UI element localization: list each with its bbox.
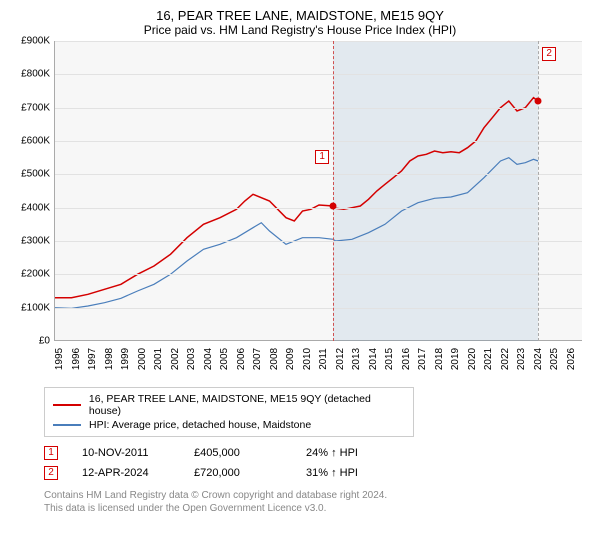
marker-box: 2 bbox=[542, 47, 556, 61]
x-tick-label: 2013 bbox=[351, 348, 362, 370]
footer-line-1: Contains HM Land Registry data © Crown c… bbox=[44, 489, 592, 502]
x-tick-label: 2008 bbox=[269, 348, 280, 370]
y-tick-label: £0 bbox=[39, 336, 50, 347]
x-tick-label: 2019 bbox=[450, 348, 461, 370]
plot-area: 12 bbox=[54, 41, 582, 341]
y-tick-label: £900K bbox=[21, 36, 50, 47]
series-hpi bbox=[55, 158, 538, 309]
x-tick-label: 2015 bbox=[384, 348, 395, 370]
legend-swatch bbox=[53, 404, 81, 406]
legend-row: HPI: Average price, detached house, Maid… bbox=[53, 418, 405, 432]
gridline bbox=[55, 308, 582, 309]
x-tick-label: 2020 bbox=[467, 348, 478, 370]
annotation-id-box: 1 bbox=[44, 446, 58, 460]
vline bbox=[538, 41, 539, 341]
x-tick-label: 1999 bbox=[120, 348, 131, 370]
y-tick-label: £300K bbox=[21, 236, 50, 247]
x-tick-label: 2001 bbox=[153, 348, 164, 370]
x-tick-label: 2004 bbox=[203, 348, 214, 370]
x-tick-label: 2005 bbox=[219, 348, 230, 370]
line-paths bbox=[55, 41, 583, 341]
x-tick-label: 2011 bbox=[318, 348, 329, 370]
x-tick-label: 2002 bbox=[170, 348, 181, 370]
gridline bbox=[55, 141, 582, 142]
y-tick-label: £200K bbox=[21, 269, 50, 280]
marker-dot bbox=[535, 98, 542, 105]
y-tick-label: £400K bbox=[21, 202, 50, 213]
annotation-id-box: 2 bbox=[44, 466, 58, 480]
x-tick-label: 2003 bbox=[186, 348, 197, 370]
y-tick-label: £800K bbox=[21, 69, 50, 80]
marker-box: 1 bbox=[315, 150, 329, 164]
x-axis: 1995 1996 1997 1998 1999 2000 2001 2002 2003 2004… bbox=[54, 343, 582, 383]
y-axis: £0£100K£200K£300K£400K£500K£600K£700K£80… bbox=[8, 41, 54, 341]
annotation-row: 1 10-NOV-2011 £405,000 24% ↑ HPI bbox=[44, 443, 592, 463]
x-tick-label: 2022 bbox=[500, 348, 511, 370]
y-tick-label: £600K bbox=[21, 136, 50, 147]
chart-title: 16, PEAR TREE LANE, MAIDSTONE, ME15 9QY bbox=[8, 4, 592, 23]
x-tick-label: 2014 bbox=[368, 348, 379, 370]
chart-area: £0 £100K £200K £300K £400K £500K £600K £700K £80… bbox=[8, 41, 592, 381]
marker-dot bbox=[330, 203, 337, 210]
chart-subtitle: Price paid vs. HM Land Registry's House … bbox=[8, 23, 592, 37]
x-tick-label: 2016 bbox=[401, 348, 412, 370]
y-tick-label: £500K bbox=[21, 169, 50, 180]
gridline bbox=[55, 174, 582, 175]
x-tick-label: 2010 bbox=[302, 348, 313, 370]
y-tick-label: £700K bbox=[21, 102, 50, 113]
x-tick-label: 2026 bbox=[566, 348, 577, 370]
annotation-row: 2 12-APR-2024 £720,000 31% ↑ HPI bbox=[44, 463, 592, 483]
annotation-delta: 31% ↑ HPI bbox=[306, 467, 394, 479]
gridline bbox=[55, 74, 582, 75]
annotation-date: 12-APR-2024 bbox=[82, 467, 170, 479]
annotation-table: 1 10-NOV-2011 £405,000 24% ↑ HPI 2 12-APR-202… bbox=[44, 443, 592, 483]
x-tick-label: 2025 bbox=[549, 348, 560, 370]
x-tick-label: 2000 bbox=[137, 348, 148, 370]
gridline bbox=[55, 241, 582, 242]
footer: Contains HM Land Registry data © Crown c… bbox=[44, 489, 592, 515]
x-tick-label: 2021 bbox=[483, 348, 494, 370]
x-tick-label: 1998 bbox=[104, 348, 115, 370]
annotation-date: 10-NOV-2011 bbox=[82, 447, 170, 459]
x-tick-label: 2012 bbox=[335, 348, 346, 370]
x-tick-label: 2007 bbox=[252, 348, 263, 370]
legend-label: HPI: Average price, detached house, Maid… bbox=[89, 419, 311, 431]
x-tick-label: 2017 bbox=[417, 348, 428, 370]
annotation-delta: 24% ↑ HPI bbox=[306, 447, 394, 459]
x-tick-label: 2006 bbox=[236, 348, 247, 370]
x-tick-label: 1997 bbox=[87, 348, 98, 370]
legend: 16, PEAR TREE LANE, MAIDSTONE, ME15 9QY … bbox=[44, 387, 414, 437]
figure: 16, PEAR TREE LANE, MAIDSTONE, ME15 9QY … bbox=[0, 0, 600, 515]
x-tick-label: 2023 bbox=[516, 348, 527, 370]
vline bbox=[333, 41, 334, 341]
annotation-price: £405,000 bbox=[194, 447, 282, 459]
series-property bbox=[55, 98, 538, 298]
legend-label: 16, PEAR TREE LANE, MAIDSTONE, ME15 9QY … bbox=[89, 393, 405, 417]
x-tick-label: 2024 bbox=[533, 348, 544, 370]
gridline bbox=[55, 108, 582, 109]
gridline bbox=[55, 208, 582, 209]
annotation-price: £720,000 bbox=[194, 467, 282, 479]
y-tick-label: £100K bbox=[21, 302, 50, 313]
x-tick-label: 2009 bbox=[285, 348, 296, 370]
footer-line-2: This data is licensed under the Open Gov… bbox=[44, 502, 592, 515]
x-tick-label: 1995 bbox=[54, 348, 65, 370]
x-tick-label: 1996 bbox=[71, 348, 82, 370]
legend-swatch bbox=[53, 424, 81, 426]
legend-row: 16, PEAR TREE LANE, MAIDSTONE, ME15 9QY … bbox=[53, 392, 405, 418]
gridline bbox=[55, 274, 582, 275]
gridline bbox=[55, 41, 582, 42]
x-tick-label: 2018 bbox=[434, 348, 445, 370]
